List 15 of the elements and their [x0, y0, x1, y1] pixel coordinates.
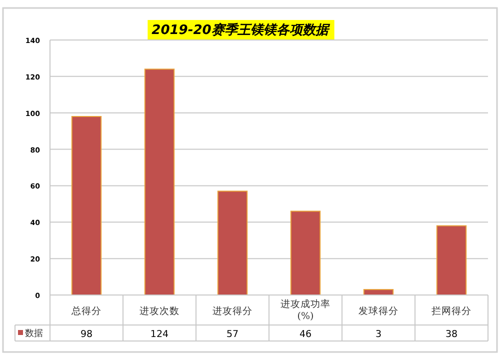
x-tick-label: 总得分 [70, 305, 102, 317]
x-tick-label: 拦网得分 [432, 305, 472, 317]
data-label: 3 [375, 329, 382, 340]
legend-label: 数据 [25, 328, 43, 339]
data-label: 98 [80, 329, 93, 340]
x-tick-label: 发球得分 [358, 305, 398, 317]
data-label: 46 [299, 329, 312, 340]
data-label: 38 [445, 329, 458, 340]
data-label: 57 [226, 329, 239, 340]
x-tick-label: 进攻次数 [140, 305, 180, 317]
data-label: 124 [150, 329, 169, 340]
title: 2019-20赛季王镁镁各项数据 [148, 20, 334, 40]
x-tick-label: 进攻得分 [212, 305, 252, 317]
x-tick-label: 进攻成功率(%) [280, 298, 330, 322]
chart-title: 2019-20赛季王镁镁各项数据 [152, 22, 330, 38]
